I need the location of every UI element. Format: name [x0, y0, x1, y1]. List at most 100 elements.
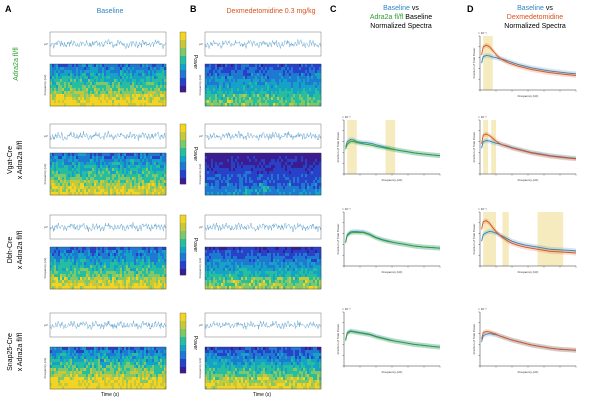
spectrogram-dex-row3-cell	[269, 256, 272, 260]
spectrogram-dex-row2-cell	[305, 183, 308, 187]
spectrogram-baseline-row1-cell	[128, 79, 131, 83]
spectrogram-baseline-row2-cell	[58, 165, 61, 169]
spectrogram-baseline-row3-cell	[144, 262, 147, 266]
spectrogram-dex-row1-cell	[287, 82, 290, 86]
spectrogram-baseline-row1-cell	[114, 103, 117, 107]
spectrogram-baseline-row2-cell	[146, 159, 149, 163]
spectrogram-dex-row3-cell	[241, 277, 244, 281]
spectrogram-baseline-row3-cell	[132, 268, 135, 272]
spectrogram-baseline-row2-cell	[52, 186, 55, 190]
spectrogram-dex-row2-cell	[255, 183, 258, 187]
spectrogram-dex-row2-cell	[309, 174, 312, 178]
spectrogram-dex-row1-cell	[247, 91, 250, 95]
spectrogram-baseline-row1-cell	[58, 88, 61, 92]
spectrogram-dex-row2-cell	[213, 168, 216, 172]
spectrogram-baseline-row1-cell	[50, 97, 53, 101]
spectrogram-baseline-row3-cell	[108, 283, 111, 287]
spectrogram-baseline-row1-cell	[126, 82, 129, 86]
spectrogram-baseline-row1-cell	[158, 70, 161, 74]
spectrogram-dex-row1-cell	[235, 88, 238, 92]
spectrogram-dex-row1-cell	[229, 94, 232, 98]
spectrogram-baseline-row2-cell	[76, 165, 79, 169]
spectrogram-baseline-row2-cell	[88, 168, 91, 172]
spectrogram-baseline-row2-cell	[100, 156, 103, 160]
spectrogram-baseline-row3-cell	[158, 262, 161, 266]
spectrogram-baseline-row2-cell	[118, 186, 121, 190]
spectrogram-dex-row3-cell	[307, 259, 310, 263]
spectrogram-dex-row2-cell	[287, 174, 290, 178]
spectrogram-baseline-row2-cell	[160, 171, 163, 175]
spectrogram-baseline-row1-cell	[132, 79, 135, 83]
spectrogram-baseline-row1-cell	[50, 103, 53, 107]
spectrogram-baseline-row1-cell	[154, 67, 157, 71]
spectrogram-baseline-row3-cell	[114, 277, 117, 281]
spectrogram-baseline-row2-cell	[110, 189, 113, 193]
spectrogram-dex-row1-cell	[257, 64, 260, 68]
spectrogram-dex-row1-cell	[313, 100, 316, 104]
spectrogram-dex-row1-cell	[299, 103, 302, 107]
spectrogram-dex-row2-cell	[307, 165, 310, 169]
spectrogram-dex-row1-cell	[291, 73, 294, 77]
spectrogram-baseline-row2-cell	[86, 189, 89, 193]
spectrogram-baseline-row3-cell	[124, 283, 127, 287]
spectrogram-dex-row2-cell	[289, 159, 292, 163]
spectrogram-baseline-row4-cell	[54, 371, 57, 375]
spectrogram-baseline-row4-cell	[50, 377, 53, 381]
spectrogram-baseline-row3-cell	[88, 274, 91, 278]
spectrogram-baseline-row1-cell	[78, 88, 81, 92]
spectrogram-baseline-row2-cell	[128, 174, 131, 178]
spectrogram-baseline-row2-cell	[128, 186, 131, 190]
spectrogram-dex-row1-cell	[249, 82, 252, 86]
spectrogram-dex-row2-cell	[291, 168, 294, 172]
spectrogram-dex-row2-cell	[211, 168, 214, 172]
spectrogram-dex-row2-cell	[245, 171, 248, 175]
spectrogram-dex-row3-cell	[303, 271, 306, 275]
spectrogram-dex-row3-cell	[297, 277, 300, 281]
spectrogram-baseline-row2-cell	[108, 165, 111, 169]
spectrogram-dex-row2-cell	[317, 168, 320, 172]
spectrogram-baseline-row2-cell	[104, 153, 107, 157]
spectrogram-dex-row1-cell	[293, 73, 296, 77]
spectrogram-dex-row1-cell	[297, 103, 300, 107]
spectrogram-baseline-row3-cell	[128, 274, 131, 278]
spectrogram-baseline-row3-cell	[156, 256, 159, 260]
spectrogram-baseline-row1-cell	[70, 67, 73, 71]
spectrogram-dex-row2-cell	[317, 189, 320, 193]
spectrogram-dex-row3-cell	[319, 247, 322, 251]
spectrogram-dex-row2-cell	[245, 153, 248, 157]
spectrogram-baseline-row3-cell	[90, 253, 93, 257]
spectrogram-dex-row2-cell	[313, 156, 316, 160]
spectrogram-baseline-row2-cell	[70, 156, 73, 160]
spectrogram-baseline-row2-cell	[120, 156, 123, 160]
spectrogram-baseline-row1-cell	[72, 97, 75, 101]
spectrogram-dex-row1-cell	[285, 100, 288, 104]
spectrogram-dex-row1-cell	[315, 76, 318, 80]
spectrogram-baseline-row3-cell	[152, 280, 155, 284]
spectrogram-dex-row1-cell	[259, 79, 262, 83]
spectrogram-baseline-row1-cell	[156, 103, 159, 107]
spectrogram-dex-row3-cell	[255, 277, 258, 281]
spectrogram-baseline-row1-cell	[100, 64, 103, 68]
spectrogram-dex-row2-cell	[297, 177, 300, 181]
spectrogram-dex-row1-cell	[223, 103, 226, 107]
spectrogram-baseline-row3-cell	[84, 286, 87, 290]
spectrogram-baseline-row2-cell	[68, 189, 71, 193]
spectrogram-baseline-row3-cell	[92, 274, 95, 278]
spectrogram-baseline-row2-cell	[98, 186, 101, 190]
spectrogram-baseline-row1-cell	[74, 103, 77, 107]
spectrogram-baseline-row1-cell	[158, 64, 161, 68]
spectrogram-dex-row1-cell	[295, 73, 298, 77]
spectrogram-baseline-row2-cell	[156, 189, 159, 193]
spectrogram-dex-row1-cell	[275, 94, 278, 98]
spectrogram-baseline-row3-cell	[142, 277, 145, 281]
spectrogram-baseline-row1-cell	[70, 103, 73, 107]
spectrogram-dex-row1-cell	[241, 88, 244, 92]
spectrogram-baseline-row2-cell	[56, 162, 59, 166]
spectrogram-dex-row1-cell	[293, 76, 296, 80]
spectrogram-baseline-row1-cell	[108, 103, 111, 107]
spectrogram-dex-row2-cell	[231, 183, 234, 187]
spectrogram-baseline-row1-cell	[150, 100, 153, 104]
spectrogram-dex-row3-cell	[295, 250, 298, 254]
spectrogram-baseline-row1-cell	[94, 100, 97, 104]
spectrogram-dex-row3-cell	[259, 271, 262, 275]
